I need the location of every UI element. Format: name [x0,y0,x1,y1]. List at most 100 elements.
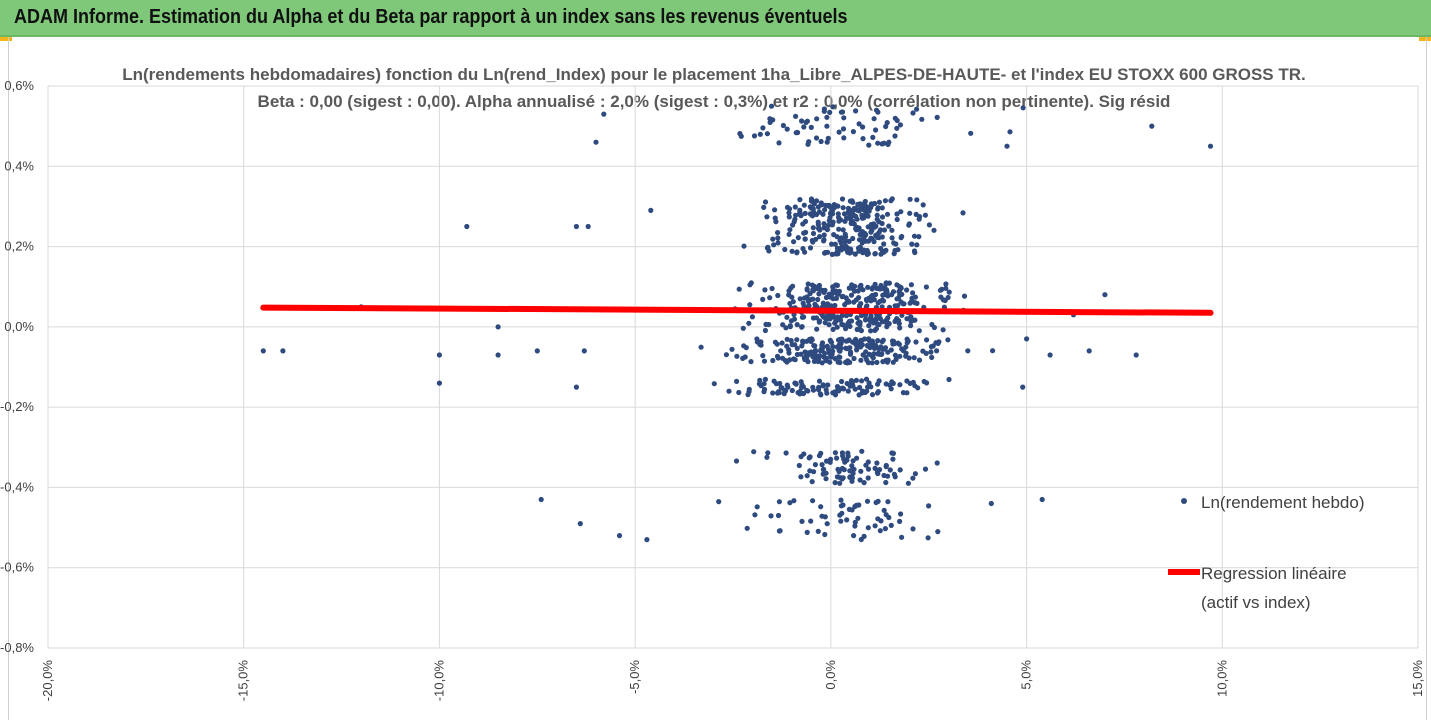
scatter-point [849,478,855,484]
scatter-point [878,282,884,289]
scatter-point [770,390,776,396]
scatter-point [849,198,855,204]
scatter-point [824,123,830,129]
scatter-point [910,379,916,385]
scatter-point [864,251,870,257]
scatter-point [839,196,846,202]
scatter-point [872,465,878,471]
scatter-point [893,356,899,362]
scatter-point [787,227,793,233]
scatter-point [847,345,853,351]
scatter-point [821,238,827,244]
x-tick-label: -15,0% [236,660,251,702]
scatter-point [808,205,815,211]
scatter-point [850,129,857,135]
scatter-point [892,352,899,358]
scatter-point [746,320,752,326]
scatter-point [910,290,916,296]
scatter-point [842,231,848,237]
scatter-point [928,349,934,355]
scatter-point [851,221,857,227]
scatter-point [794,345,800,351]
scatter-point [711,381,717,387]
scatter-point [837,480,843,486]
scatter-point [761,204,767,210]
scatter-point [829,222,836,228]
scatter-point [775,512,782,519]
scatter-point [816,385,822,391]
scatter-point [825,382,831,388]
scatter-point [848,378,855,384]
scatter-point [842,238,848,244]
scatter-point [744,525,750,531]
scatter-point [910,526,916,532]
scatter-point [830,344,836,350]
scatter-point [804,529,810,536]
scatter-point [811,469,817,475]
scatter-point [877,298,883,304]
scatter-point [836,388,842,394]
scatter-point [814,198,820,204]
scatter-point [871,239,877,245]
scatter-point [872,251,878,257]
scatter-point [833,295,840,301]
scatter-point [834,324,840,330]
scatter-point [836,469,842,475]
scatter-point [852,386,858,392]
scatter-point [854,339,861,345]
scatter-point [841,135,847,141]
legend-marker-scatter [1181,498,1187,504]
scatter-point [897,518,903,525]
scatter-point [803,229,809,235]
scatter-point [893,241,899,247]
scatter-point [841,467,847,473]
scatter-point-outlier [616,533,623,539]
scatter-point [870,285,876,291]
scatter-point [942,297,948,304]
scatter-point [909,295,915,301]
scatter-point-outlier [573,223,580,230]
scatter-point [816,378,823,384]
scatter-point [852,283,858,289]
scatter-point [928,344,935,350]
scatter-point [817,234,823,240]
scatter-point [913,339,919,345]
scatter-point [740,355,746,361]
scatter-point [853,108,859,114]
scatter-point [855,515,861,521]
scatter-point [775,240,781,246]
scatter-point [814,116,820,122]
scatter-point [851,533,857,539]
scatter-point [770,357,776,364]
scatter-point [767,116,773,122]
scatter-point-outlier [644,537,650,543]
scatter-point [805,298,812,304]
scatter-point [736,286,742,292]
scatter-point [820,383,826,389]
scatter-point [815,357,821,363]
scatter-point [792,216,798,222]
y-tick-label: -0,6% [0,560,34,575]
scatter-point [839,476,845,482]
scatter-point [740,325,746,331]
regression-line-group [260,304,1214,316]
scatter-point [836,288,843,294]
scatter-point [751,133,758,139]
scatter-point [934,114,940,120]
scatter-point [760,353,766,359]
scatter-point [914,242,920,248]
scatter-point [859,240,865,246]
scatter-point [789,387,795,394]
y-tick-label: 0,4% [4,158,34,173]
scatter-point [826,202,832,209]
scatter-point [828,211,834,217]
scatter-point [864,303,870,309]
scatter-point [819,340,826,346]
scatter-point [784,343,790,349]
scatter-point [897,286,903,292]
scatter-point-outlier [436,352,442,358]
scatter-point [818,504,824,510]
scatter-point [940,327,946,333]
scatter-point [760,296,766,302]
scatter-point [848,208,854,214]
